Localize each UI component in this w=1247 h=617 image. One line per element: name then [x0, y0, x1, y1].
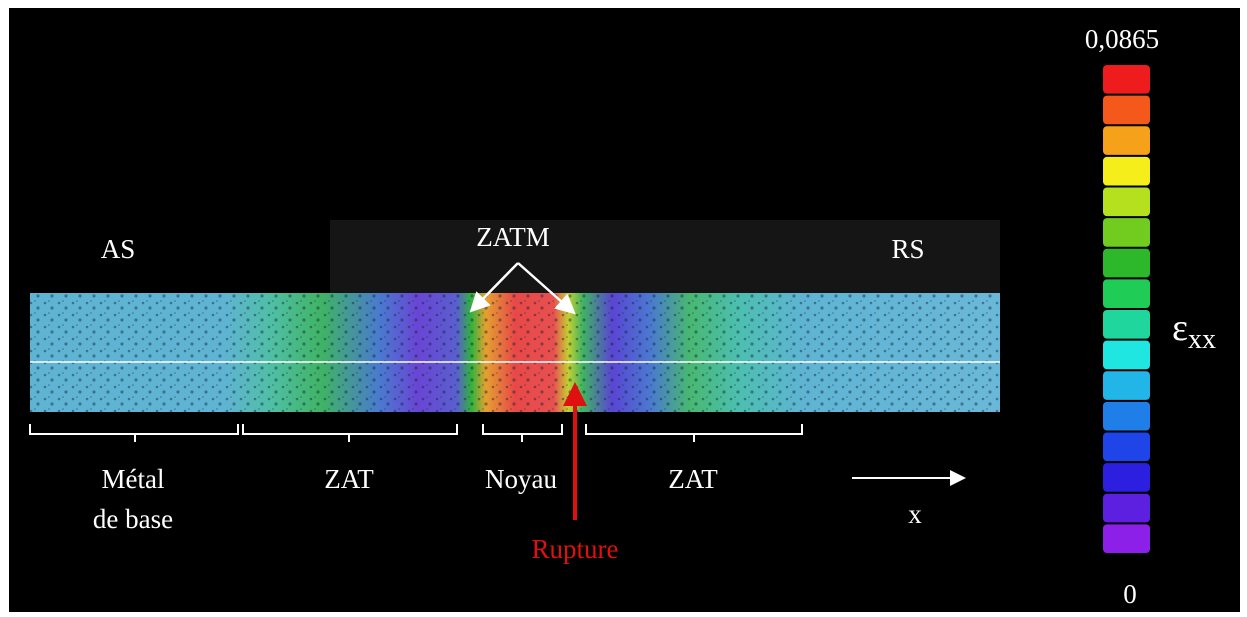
speckle [30, 293, 1000, 412]
colorbar-swatch [1103, 126, 1150, 155]
colorbar-swatch [1103, 340, 1150, 370]
label: RS [891, 234, 924, 264]
zone-label: de base [93, 504, 173, 534]
colorbar-max: 0,0865 [1085, 24, 1159, 54]
colorbar [1103, 65, 1150, 553]
colorbar-swatch [1103, 279, 1150, 308]
zatm-arrow [469, 262, 519, 313]
braces [29, 424, 803, 442]
colorbar-swatch [1103, 218, 1150, 247]
subscript: xx [1188, 324, 1216, 355]
zone-label: ZAT [324, 464, 374, 494]
zone-label: Noyau [485, 464, 557, 494]
rupture-label: Rupture [532, 534, 619, 564]
colorbar-swatch [1103, 432, 1150, 462]
zatm-arrow [517, 262, 576, 315]
symbol: ε [1172, 307, 1188, 349]
label: AS [101, 234, 136, 264]
colorbar-swatch [1103, 65, 1150, 94]
axis-label: x [908, 499, 922, 529]
colorbar-swatch [1103, 493, 1150, 523]
colorbar-swatch [1103, 310, 1150, 339]
specimen-shadow [330, 220, 1000, 295]
colorbar-swatch [1103, 187, 1150, 217]
zone-label: ZAT [668, 464, 718, 494]
colorbar-min: 0 [1123, 579, 1137, 609]
colorbar-swatch [1103, 248, 1150, 278]
colorbar-swatch [1103, 95, 1150, 125]
colorbar-swatch [1103, 524, 1150, 553]
colorbar-swatch [1103, 371, 1150, 400]
colorbar-swatch [1103, 401, 1150, 431]
label: ZATM [476, 222, 550, 252]
colorbar-swatch [1103, 156, 1150, 186]
colorbar-swatch [1103, 463, 1150, 492]
colorbar-title: εxx [1172, 307, 1216, 355]
zone-label: Métal [102, 464, 165, 494]
